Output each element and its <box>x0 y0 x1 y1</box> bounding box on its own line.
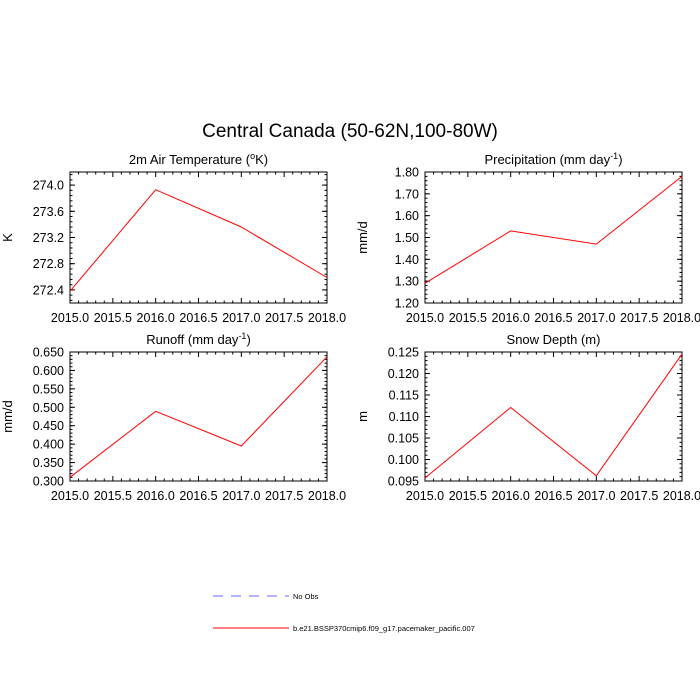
y-tick-label: 274.0 <box>33 179 64 193</box>
y-tick-label: 1.40 <box>395 253 419 267</box>
panel-title: 2m Air Temperature (oK) <box>129 151 268 167</box>
x-tick-label: 2015.5 <box>449 489 487 503</box>
y-tick-label: 0.110 <box>389 410 419 424</box>
x-tick-label: 2016.0 <box>492 489 530 503</box>
series-line-1 <box>424 353 683 479</box>
panel-title-tail: ) <box>246 332 250 347</box>
x-tick-label: 2015.0 <box>51 489 89 503</box>
plot-frame <box>69 351 328 482</box>
y-tick-label: 273.2 <box>33 231 64 245</box>
panel-2: Precipitation (mm day-1) 2015.0 2015.5 2016… <box>355 151 700 325</box>
x-tick-label: 2016.5 <box>534 489 572 503</box>
x-tick-label: 2016.0 <box>492 311 530 325</box>
x-tick-label: 2017.0 <box>222 311 260 325</box>
y-axis-label: K <box>0 233 15 242</box>
x-tick-label: 2015.5 <box>449 311 487 325</box>
y-tick-label: 0.600 <box>33 364 64 378</box>
panels: 2m Air Temperature (oK) 2015.0 2015.5 2016.… <box>0 151 700 503</box>
x-tick-label: 2015.5 <box>94 311 132 325</box>
x-tick-label: 2016.5 <box>534 311 572 325</box>
x-tick-label: 2017.0 <box>222 489 260 503</box>
y-tick-label: 1.60 <box>395 209 419 223</box>
x-tick-label: 2015.5 <box>94 489 132 503</box>
y-tick-label: 273.6 <box>33 205 64 219</box>
y-tick-label: 0.450 <box>33 419 64 433</box>
x-tick-label: 2015.0 <box>406 311 444 325</box>
x-tick-label: 2016.0 <box>137 311 175 325</box>
x-tick-label: 2016.5 <box>179 311 217 325</box>
x-tick-label: 2017.0 <box>577 489 615 503</box>
legend-entry: b.e21.BSSP370cmip6.f09_g17.pacemaker_pac… <box>213 624 475 633</box>
y-tick-label: 1.20 <box>395 297 419 311</box>
legend-label: No Obs <box>293 592 319 601</box>
y-tick-label: 0.120 <box>388 367 419 381</box>
y-tick-label: 1.70 <box>395 187 419 201</box>
panel-title: Snow Depth (m) <box>507 332 601 347</box>
panel-title-superscript: o <box>250 151 255 161</box>
y-tick-label: 1.80 <box>395 166 419 180</box>
y-tick-label: 0.350 <box>33 456 64 470</box>
panel-title-superscript: -1 <box>238 331 246 341</box>
x-tick-label: 2018.0 <box>663 311 700 325</box>
x-tick-label: 2017.5 <box>265 311 303 325</box>
panel-title-tail: K) <box>255 152 268 167</box>
panel-3: Runoff (mm day-1) 2015.0 2015.5 2016.0 2016.… <box>0 331 346 503</box>
x-tick-label: 2018.0 <box>308 489 346 503</box>
y-tick-label: 0.095 <box>388 475 419 489</box>
y-tick-label: 0.105 <box>388 432 419 446</box>
y-axis-label: mm/d <box>355 221 370 254</box>
y-tick-label: 0.400 <box>33 438 64 452</box>
x-tick-label: 2017.5 <box>620 311 658 325</box>
x-tick-label: 2017.5 <box>620 489 658 503</box>
legend: No Obs b.e21.BSSP370cmip6.f09_g17.pacemak… <box>213 592 475 633</box>
x-tick-label: 2018.0 <box>308 311 346 325</box>
plot-frame <box>69 171 328 304</box>
x-tick-label: 2015.0 <box>406 489 444 503</box>
x-tick-label: 2017.0 <box>577 311 615 325</box>
x-tick-label: 2015.0 <box>51 311 89 325</box>
y-tick-label: 0.100 <box>388 453 419 467</box>
y-tick-label: 0.650 <box>33 346 64 360</box>
y-tick-label: 0.550 <box>33 382 64 396</box>
y-tick-label: 0.300 <box>33 475 64 489</box>
y-tick-label: 272.8 <box>33 257 64 271</box>
figure-title: Central Canada (50-62N,100-80W) <box>202 121 498 142</box>
x-tick-label: 2016.5 <box>179 489 217 503</box>
panel-1: 2m Air Temperature (oK) 2015.0 2015.5 2016.… <box>0 151 346 325</box>
y-axis-label: mm/d <box>0 400 15 433</box>
panel-title: Precipitation (mm day-1) <box>484 151 622 167</box>
legend-entry: No Obs <box>213 592 319 601</box>
y-tick-label: 1.30 <box>395 275 419 289</box>
x-tick-label: 2018.0 <box>663 489 700 503</box>
y-tick-label: 1.50 <box>395 231 419 245</box>
y-tick-label: 0.115 <box>389 389 419 403</box>
x-tick-label: 2016.0 <box>137 489 175 503</box>
series-line-1 <box>424 176 683 284</box>
x-tick-label: 2017.5 <box>265 489 303 503</box>
y-tick-label: 0.500 <box>33 401 64 415</box>
y-tick-label: 272.4 <box>33 283 64 297</box>
series-line-1 <box>69 356 328 478</box>
panel-title-superscript: -1 <box>610 151 618 161</box>
panel-title-tail: ) <box>618 152 622 167</box>
legend-label: b.e21.BSSP370cmip6.f09_g17.pacemaker_pac… <box>293 624 475 633</box>
panel-title: Runoff (mm day-1) <box>146 331 251 347</box>
plot-frame <box>424 351 683 482</box>
panel-4: Snow Depth (m) 2015.0 2015.5 2016.0 2016.5 20… <box>355 332 700 503</box>
series-line-1 <box>69 189 328 292</box>
y-axis-label: m <box>355 411 370 422</box>
y-tick-label: 0.125 <box>388 346 419 360</box>
